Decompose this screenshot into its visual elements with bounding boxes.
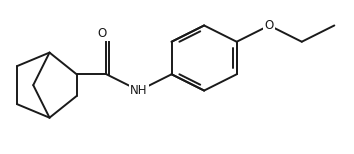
Text: NH: NH: [130, 84, 148, 97]
Text: O: O: [97, 27, 106, 40]
Text: O: O: [264, 19, 274, 32]
